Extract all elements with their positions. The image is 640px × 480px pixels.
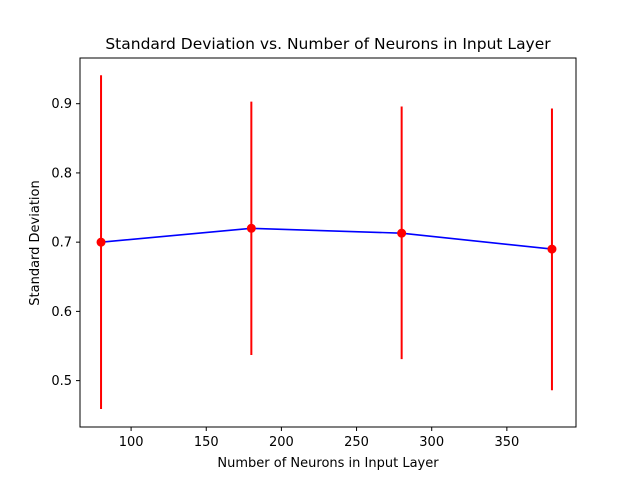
y-axis-label: Standard Deviation (28, 180, 43, 305)
y-tick-label: 0.6 (51, 305, 72, 320)
y-tick-label: 0.5 (51, 374, 72, 389)
data-point (246, 223, 256, 233)
x-tick-label: 250 (344, 435, 369, 450)
x-tick-label: 150 (194, 435, 219, 450)
x-tick-label: 350 (494, 435, 519, 450)
data-point (547, 244, 557, 254)
plot-frame (79, 57, 577, 428)
series-line (100, 227, 553, 250)
x-tick-label: 100 (119, 435, 144, 450)
data-point (96, 237, 106, 247)
y-tick-label: 0.7 (51, 236, 72, 251)
x-axis-label: Number of Neurons in Input Layer (217, 456, 439, 471)
x-tick-label: 200 (269, 435, 294, 450)
x-tick-label: 300 (419, 435, 444, 450)
y-tick-label: 0.9 (51, 97, 72, 112)
chart-title: Standard Deviation vs. Number of Neurons… (105, 35, 551, 53)
data-point (397, 228, 407, 238)
y-tick-label: 0.8 (51, 166, 72, 181)
plot-area: 100 150 200 250 300 350 0.5 0.6 0.7 0.8 0.9 (51, 57, 577, 450)
